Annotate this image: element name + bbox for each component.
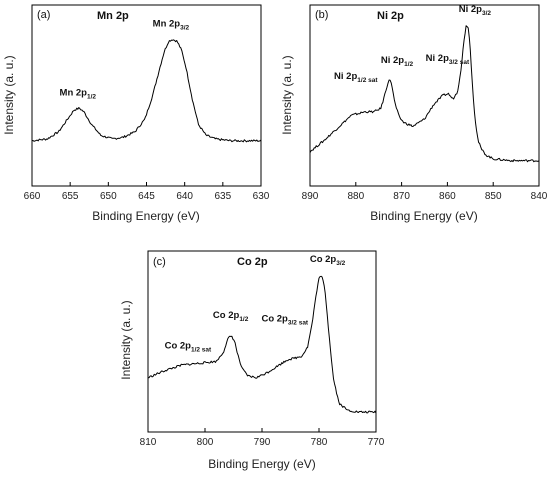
y-axis-label: Intensity (a. u.)	[280, 55, 294, 134]
x-tick-label: 840	[531, 191, 548, 202]
x-tick-label: 655	[62, 191, 79, 202]
x-axis-label: Binding Energy (eV)	[370, 209, 477, 223]
peak-label: Co 2p1/2	[213, 310, 249, 323]
spectrum-line	[147, 275, 377, 414]
spectrum-line	[309, 25, 540, 163]
x-tick-label: 810	[140, 437, 157, 448]
x-tick-label: 890	[302, 191, 319, 202]
x-tick-label: 660	[24, 191, 41, 202]
panel-co-2p: (c) Co 2p Intensity (a. u.) Binding Ener…	[119, 250, 385, 471]
peak-label: Mn 2p1/2	[60, 88, 97, 101]
x-tick-label: 860	[439, 191, 456, 202]
x-tick-label: 790	[254, 437, 271, 448]
x-axis-label: Binding Energy (eV)	[92, 209, 199, 223]
x-axis-label: Binding Energy (eV)	[208, 457, 315, 471]
peak-label: Ni 2p1/2	[381, 55, 414, 68]
x-tick-label: 780	[311, 437, 328, 448]
chart-title: Co 2p	[237, 256, 268, 268]
peak-label: Co 2p3/2	[310, 254, 346, 267]
peak-label: Ni 2p3/2	[459, 4, 492, 17]
peak-label: Mn 2p3/2	[153, 19, 190, 32]
x-tick-label: 635	[214, 191, 231, 202]
panel-mn-2p: (a) Mn 2p Intensity (a. u.) Binding Ener…	[2, 4, 270, 223]
x-tick-label: 770	[368, 437, 385, 448]
chart-title: Mn 2p	[97, 10, 129, 22]
plot-frame	[309, 4, 540, 187]
x-tick-label: 800	[197, 437, 214, 448]
peak-label: Ni 2p3/2 sat	[426, 53, 470, 66]
x-axis-ticks: 660 655 650 645 640 635 630	[24, 182, 270, 202]
panel-label: (a)	[37, 9, 50, 21]
x-tick-label: 640	[176, 191, 193, 202]
x-tick-label: 630	[253, 191, 270, 202]
peak-label: Ni 2p1/2 sat	[334, 71, 378, 84]
y-axis-label: Intensity (a. u.)	[119, 300, 133, 379]
panel-label: (b)	[315, 9, 328, 21]
x-tick-label: 645	[138, 191, 155, 202]
x-axis-ticks: 890 880 870 860 850 840	[302, 182, 548, 202]
panel-label: (c)	[153, 256, 166, 268]
peak-annotations: Co 2p1/2 sat Co 2p1/2 Co 2p3/2 sat Co 2p3/2	[165, 254, 346, 354]
x-tick-label: 650	[100, 191, 117, 202]
x-tick-label: 880	[347, 191, 364, 202]
peak-label: Co 2p1/2 sat	[165, 341, 212, 354]
peak-annotations: Mn 2p1/2 Mn 2p3/2	[60, 19, 190, 101]
spectrum-line	[31, 39, 262, 143]
x-tick-label: 870	[393, 191, 410, 202]
chart-title: Ni 2p	[377, 10, 404, 22]
panel-ni-2p: (b) Ni 2p Intensity (a. u.) Binding Ener…	[280, 4, 548, 223]
peak-label: Co 2p3/2 sat	[261, 314, 308, 327]
x-tick-label: 850	[485, 191, 502, 202]
x-axis-ticks: 810 800 790 780 770	[140, 428, 385, 448]
y-axis-label: Intensity (a. u.)	[2, 55, 16, 134]
